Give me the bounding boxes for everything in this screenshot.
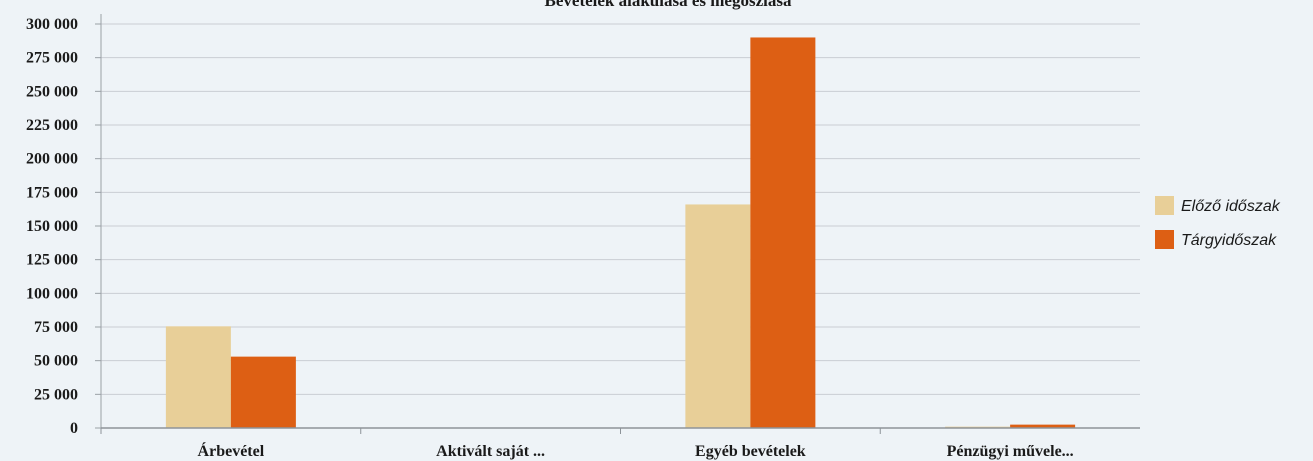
y-tick-label: 100 000 <box>26 285 78 302</box>
y-tick-label: 75 000 <box>34 319 78 336</box>
y-tick-label: 0 <box>70 420 78 437</box>
x-tick-label: Pénzügyi művele... <box>947 443 1074 460</box>
y-tick-label: 25 000 <box>34 386 78 403</box>
y-tick-label: 125 000 <box>26 252 78 269</box>
y-tick-label: 300 000 <box>26 16 78 33</box>
bars <box>165 37 1076 428</box>
legend-label: Tárgyidőszak <box>1181 232 1277 249</box>
legend-swatch <box>1155 230 1174 249</box>
y-axis-ticks: 0 25 000 50 000 75 000 100 000 125 000 150 000… <box>26 14 102 437</box>
x-axis: Árbevétel Aktivált saját ... Egyéb bevétel… <box>100 427 1140 460</box>
y-tick-label: 50 000 <box>34 353 78 370</box>
y-tick-label: 150 000 <box>26 218 78 235</box>
bar-current-2 <box>750 37 816 428</box>
y-tick-label: 200 000 <box>26 151 78 168</box>
x-tick-label: Árbevétel <box>198 441 265 460</box>
y-tick-label: 225 000 <box>26 117 78 134</box>
chart-title: Bevételek alakulása és megoszlása <box>545 0 792 10</box>
y-tick-label: 275 000 <box>26 50 78 67</box>
x-tick-label: Aktivált saját ... <box>436 443 545 460</box>
legend: Előző időszak Tárgyidőszak <box>1155 196 1281 249</box>
bar-current-3 <box>1010 424 1076 428</box>
bar-previous-2 <box>685 204 751 428</box>
bar-current-0 <box>230 356 296 428</box>
bar-previous-0 <box>165 326 231 428</box>
x-tick-label: Egyéb bevételek <box>695 443 806 460</box>
y-tick-label: 175 000 <box>26 184 78 201</box>
legend-label: Előző időszak <box>1181 198 1281 215</box>
legend-swatch <box>1155 196 1174 215</box>
y-tick-label: 250 000 <box>26 83 78 100</box>
